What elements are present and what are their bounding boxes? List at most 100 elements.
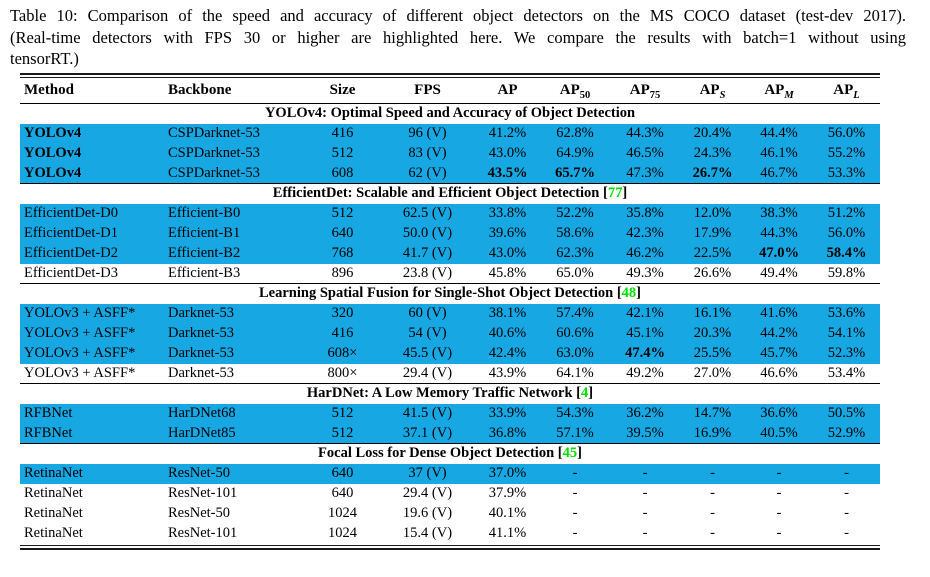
- cell: 24.3%: [693, 145, 732, 161]
- cell: 44.3%: [760, 225, 798, 241]
- cell: 26.7%: [692, 164, 733, 181]
- cell: 50.5%: [827, 405, 866, 421]
- table-bottom-rule: [20, 544, 880, 550]
- cell: 26.6%: [693, 264, 732, 281]
- cell: 58.6%: [556, 225, 594, 241]
- cell: 62.5 (V): [402, 205, 453, 221]
- table-row: YOLOv4 CSPDarknet-53 416 96 (V) 41.2% 62.8% 44…: [20, 123, 880, 144]
- cell-method: EfficientDet-D0: [24, 205, 118, 221]
- cell: 58.4%: [826, 245, 867, 261]
- cell: 62.3%: [556, 245, 594, 261]
- cell: 29.4 (V): [402, 364, 453, 381]
- citation-link[interactable]: 77: [607, 185, 623, 202]
- table-row: EfficientDet-D2 Efficient-B2 768 41.7 (V) 43…: [20, 243, 880, 264]
- cell: 512: [331, 205, 354, 221]
- column-header-apl: APL: [813, 77, 880, 104]
- table-row: EfficientDet-D0 Efficient-B0 512 62.5 (V) 33…: [20, 203, 880, 224]
- cell: 39.6%: [488, 225, 527, 241]
- column-header-aps: APS: [680, 77, 745, 104]
- cell: 33.9%: [488, 405, 527, 421]
- cell-method: YOLOv3 + ASFF*: [24, 364, 136, 381]
- cell: -: [776, 465, 782, 481]
- cell: 512: [331, 145, 354, 161]
- cell: 640: [331, 225, 354, 241]
- cell: -: [776, 505, 782, 521]
- cell: 42.4%: [488, 345, 527, 361]
- cell: 896: [331, 264, 354, 281]
- cell: 57.4%: [556, 305, 594, 321]
- cell: 45.5 (V): [402, 345, 453, 361]
- cell: 1024: [328, 525, 357, 541]
- cell: 49.4%: [760, 264, 798, 281]
- table-row: YOLOv3 + ASFF* Darknet-53 608× 45.5 (V) 42.4…: [20, 343, 880, 364]
- citation-link[interactable]: 45: [562, 445, 578, 462]
- cell: 53.6%: [827, 305, 866, 321]
- citation-link[interactable]: 4: [581, 385, 589, 402]
- cell: -: [642, 485, 648, 501]
- cell: 47.0%: [759, 245, 799, 261]
- cell: 54 (V): [408, 325, 447, 341]
- cell: 52.2%: [556, 205, 594, 221]
- cell: 19.6 (V): [402, 505, 453, 521]
- citation-link[interactable]: 48: [621, 285, 637, 302]
- cell: 49.3%: [626, 264, 664, 281]
- cell: 54.1%: [827, 325, 866, 341]
- cell: 43.5%: [487, 164, 528, 181]
- cell: 46.7%: [760, 164, 798, 181]
- cell: HarDNet68: [168, 405, 236, 421]
- column-header-method: Method: [20, 77, 165, 104]
- section-title: YOLOv4: Optimal Speed and Accuracy of Ob…: [20, 103, 880, 124]
- cell: 45.7%: [760, 345, 798, 361]
- cell: -: [710, 465, 715, 481]
- cell: 51.2%: [827, 205, 866, 221]
- section-title: EfficientDet: Scalable and Efficient Obj…: [20, 183, 880, 204]
- cell-method: EfficientDet-D1: [24, 225, 118, 241]
- table-row: RetinaNet ResNet-50 1024 19.6 (V) 40.1% - - - - -: [20, 504, 880, 524]
- section-header-row: Learning Spatial Fusion for Single-Shot …: [20, 283, 880, 304]
- cell: ResNet-50: [168, 465, 231, 481]
- cell: 800×: [327, 364, 358, 381]
- column-header-apm: APM: [745, 77, 813, 104]
- cell: 47.4%: [625, 345, 665, 361]
- cell: 40.6%: [488, 325, 527, 341]
- cell: -: [572, 505, 578, 521]
- cell: -: [776, 525, 782, 541]
- section-title: HarDNet: A Low Memory Traffic Network [4…: [20, 383, 880, 404]
- cell-method: YOLOv4: [24, 164, 82, 181]
- cell: 45.1%: [626, 325, 664, 341]
- cell: 62 (V): [408, 164, 447, 181]
- cell: 39.5%: [626, 424, 664, 441]
- cell: 12.0%: [693, 205, 732, 221]
- cell: 41.6%: [760, 305, 798, 321]
- cell-method: YOLOv4: [24, 125, 82, 141]
- cell: -: [844, 485, 849, 501]
- cell: 54.3%: [556, 405, 594, 421]
- cell: -: [642, 465, 648, 481]
- column-header-ap: AP: [475, 77, 540, 104]
- cell: 60.6%: [556, 325, 594, 341]
- column-header-subscript: L: [853, 89, 860, 101]
- cell-method: RFBNet: [24, 405, 73, 421]
- cell: -: [844, 505, 849, 521]
- cell: 57.1%: [556, 424, 594, 441]
- cell: 320: [331, 305, 354, 321]
- cell: 42.1%: [626, 305, 664, 321]
- cell: CSPDarknet-53: [168, 164, 260, 181]
- cell: 45.8%: [488, 264, 527, 281]
- cell: 25.5%: [693, 345, 732, 361]
- cell: 52.3%: [827, 345, 866, 361]
- section-title: Focal Loss for Dense Object Detection [4…: [20, 443, 880, 464]
- cell-method: EfficientDet-D2: [24, 245, 118, 261]
- cell: 22.5%: [693, 245, 732, 261]
- cell: Efficient-B1: [168, 225, 241, 241]
- cell: 768: [331, 245, 354, 261]
- cell: ResNet-101: [168, 485, 238, 501]
- cell: 55.2%: [827, 145, 866, 161]
- cell: 20.4%: [693, 125, 732, 141]
- cell: 416: [331, 125, 354, 141]
- cell: 83 (V): [408, 145, 447, 161]
- column-header-backbone: Backbone: [165, 77, 305, 104]
- cell: CSPDarknet-53: [168, 125, 260, 141]
- cell: 56.0%: [827, 125, 866, 141]
- section-header-row: HarDNet: A Low Memory Traffic Network [4…: [20, 383, 880, 404]
